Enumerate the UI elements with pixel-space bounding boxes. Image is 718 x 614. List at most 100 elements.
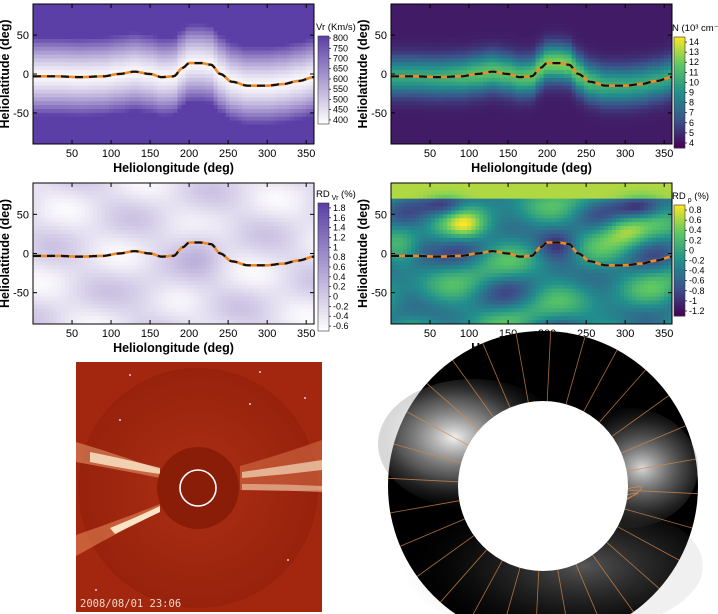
heatmap-cell — [427, 93, 432, 98]
heatmap-cell — [471, 39, 476, 44]
heatmap-cell — [531, 62, 537, 67]
heatmap-cell — [495, 50, 500, 56]
heatmap-cell — [177, 140, 183, 145]
heatmap-cell — [443, 4, 448, 9]
heatmap-cell — [101, 19, 106, 24]
heatmap-cell — [197, 46, 203, 52]
heatmap-cell — [647, 11, 653, 17]
heatmap-cell — [105, 70, 110, 75]
heatmap-cell — [511, 62, 516, 67]
heatmap-cell — [289, 101, 295, 106]
heatmap-cell — [181, 101, 187, 106]
heatmap-cell — [45, 112, 50, 118]
heatmap-cell — [205, 81, 211, 87]
heatmap-cell — [415, 128, 420, 133]
heatmap-cell — [233, 62, 239, 67]
heatmap-cell — [189, 62, 195, 67]
heatmap-cell — [201, 31, 207, 36]
heatmap-cell — [659, 27, 665, 32]
heatmap-cell — [463, 124, 468, 129]
heatmap-cell — [615, 101, 621, 106]
heatmap-cell — [399, 46, 404, 52]
heatmap-cell — [153, 66, 158, 71]
heatmap-cell — [233, 23, 239, 28]
heatmap-cell — [165, 128, 170, 133]
heatmap-cell — [491, 101, 496, 106]
heatmap-cell — [57, 85, 62, 91]
heatmap-cell — [559, 15, 565, 21]
heatmap-cell — [125, 101, 130, 106]
heatmap-cell — [603, 97, 609, 102]
heatmap-cell — [117, 105, 122, 110]
heatmap-cell — [395, 46, 400, 52]
heatmap-cell — [443, 128, 448, 133]
heatmap-cell — [53, 19, 58, 24]
heatmap-cell — [391, 97, 396, 102]
heatmap-cell — [305, 97, 311, 102]
heatmap-cell — [615, 39, 621, 44]
heatmap-cell — [631, 19, 637, 24]
colorbar-tick-label: 400 — [333, 115, 348, 125]
heatmap-cell — [165, 120, 170, 126]
heatmap-cell — [225, 124, 231, 129]
heatmap-cell — [85, 112, 90, 118]
heatmap-cell — [455, 39, 460, 44]
heatmap-cell — [257, 15, 263, 21]
heatmap-cell — [229, 62, 235, 67]
heatmap-cell — [145, 46, 150, 52]
heatmap-cell — [293, 58, 299, 63]
heatmap-cell — [587, 23, 593, 28]
heatmap-cell — [607, 81, 613, 87]
heatmap-cell — [121, 50, 126, 56]
heatmap-cell — [297, 11, 303, 17]
heatmap-cell — [105, 109, 110, 114]
heatmap-cell — [257, 62, 263, 67]
heatmap-cell — [587, 97, 593, 102]
heatmap-cell — [415, 11, 420, 17]
heatmap-cell — [567, 15, 573, 21]
heatmap-cell — [125, 19, 130, 24]
heatmap-cell — [257, 93, 263, 98]
heatmap-cell — [647, 19, 653, 24]
heatmap-cell — [273, 35, 279, 40]
heatmap-cell — [539, 23, 545, 28]
heatmap-cell — [173, 35, 179, 40]
heatmap-cell — [89, 116, 94, 122]
heatmap-cell — [69, 50, 74, 56]
heatmap-cell — [447, 23, 452, 28]
heatmap-cell — [81, 39, 86, 44]
heatmap-cell — [611, 54, 617, 59]
heatmap-cell — [61, 93, 66, 98]
heatmap-cell — [189, 109, 195, 114]
heatmap-cell — [407, 4, 412, 9]
heatmap-cell — [209, 23, 215, 28]
heatmap-cell — [515, 42, 520, 48]
heatmap-cell — [475, 27, 480, 32]
heatmap-cell — [153, 132, 158, 137]
heatmap-cell — [447, 101, 452, 106]
heatmap-cell — [471, 27, 476, 32]
heatmap-cell — [651, 124, 657, 129]
heatmap-cell — [181, 85, 187, 91]
heatmap-cell — [471, 97, 476, 102]
heatmap-cell — [69, 77, 74, 83]
heatmap-cell — [659, 81, 665, 87]
heatmap-cell — [305, 74, 311, 79]
heatmap-cell — [81, 7, 86, 13]
heatmap-cell — [595, 11, 601, 17]
heatmap-cell — [415, 89, 420, 94]
heatmap-cell — [487, 120, 492, 126]
heatmap-cell — [261, 19, 267, 24]
heatmap-cell — [451, 50, 456, 56]
heatmap-cell — [611, 128, 617, 133]
y-tick-label: 50 — [17, 30, 29, 42]
heatmap-cell — [237, 140, 243, 145]
heatmap-cell — [133, 7, 138, 13]
heatmap-cell — [65, 97, 70, 102]
heatmap-cell — [141, 15, 146, 21]
heatmap-cell — [93, 81, 98, 87]
heatmap-cell — [197, 19, 203, 24]
heatmap-cell — [269, 7, 275, 13]
heatmap-cell — [121, 136, 126, 141]
heatmap-cell — [77, 112, 82, 118]
